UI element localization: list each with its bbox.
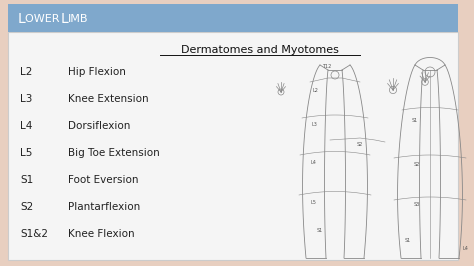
Text: Big Toe Extension: Big Toe Extension — [68, 148, 160, 158]
Text: S1: S1 — [405, 238, 411, 243]
Text: L: L — [18, 12, 26, 26]
Text: S1: S1 — [412, 118, 418, 123]
FancyBboxPatch shape — [8, 4, 458, 32]
Text: L5: L5 — [20, 148, 32, 158]
Text: L5: L5 — [310, 200, 316, 205]
Text: L4: L4 — [462, 246, 468, 251]
Text: Knee Extension: Knee Extension — [68, 94, 149, 104]
Text: L4: L4 — [20, 121, 32, 131]
Text: S2: S2 — [357, 143, 363, 148]
Text: S1&2: S1&2 — [20, 229, 48, 239]
Text: L3: L3 — [20, 94, 32, 104]
Text: S3: S3 — [414, 202, 420, 207]
FancyBboxPatch shape — [8, 32, 458, 260]
Text: S1: S1 — [317, 227, 323, 232]
Text: L2: L2 — [20, 67, 32, 77]
Text: Dorsiflexion: Dorsiflexion — [68, 121, 130, 131]
Text: T12: T12 — [322, 64, 332, 69]
Text: IMB: IMB — [68, 14, 89, 24]
Text: L4: L4 — [310, 160, 316, 164]
Text: S2: S2 — [414, 163, 420, 168]
Text: Foot Eversion: Foot Eversion — [68, 175, 138, 185]
Text: S2: S2 — [20, 202, 33, 212]
Text: OWER: OWER — [25, 14, 63, 24]
Text: L3: L3 — [311, 123, 317, 127]
Text: S1: S1 — [20, 175, 33, 185]
Text: Dermatomes and Myotomes: Dermatomes and Myotomes — [181, 45, 339, 55]
Text: Hip Flexion: Hip Flexion — [68, 67, 126, 77]
Text: L2: L2 — [312, 88, 318, 93]
Text: L: L — [61, 12, 69, 26]
Text: Knee Flexion: Knee Flexion — [68, 229, 135, 239]
Text: Plantarflexion: Plantarflexion — [68, 202, 140, 212]
